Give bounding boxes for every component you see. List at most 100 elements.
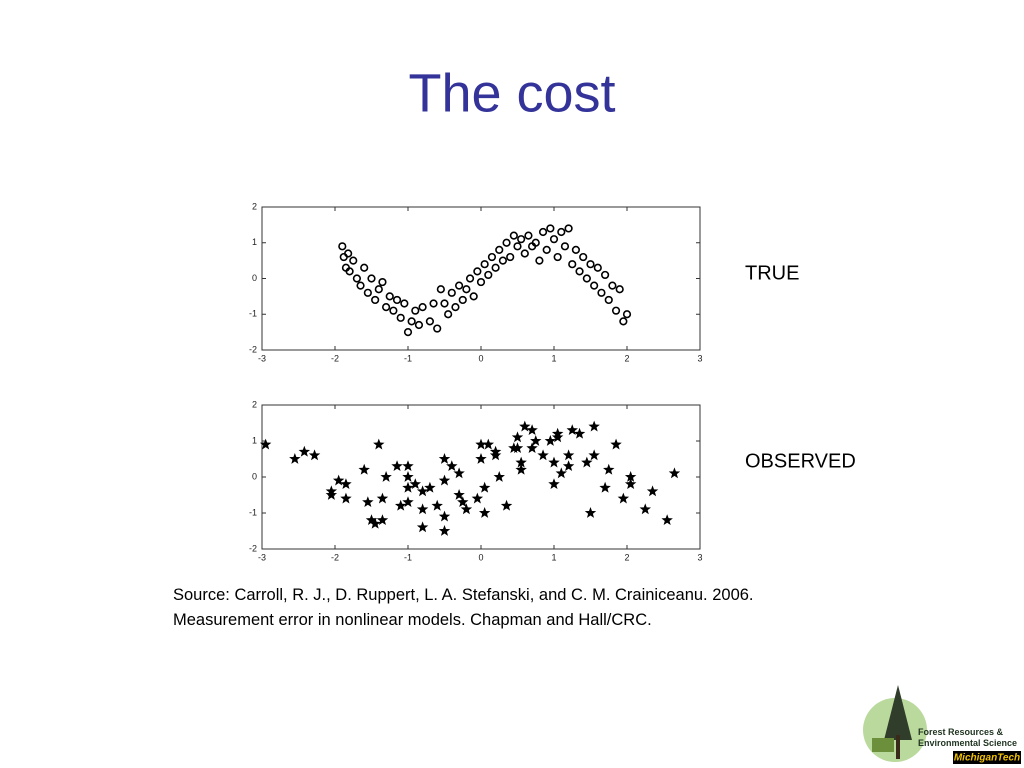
point [411,306,420,315]
point [402,471,414,482]
point [624,478,637,490]
point [407,317,416,326]
point [402,496,414,508]
point [537,449,549,461]
point [376,492,389,504]
point [438,453,451,464]
point [431,499,443,511]
point [358,463,370,475]
point [469,292,478,301]
point [414,320,424,330]
point [520,249,529,258]
point [484,270,493,280]
point [380,471,392,482]
point [367,274,376,283]
point [593,263,602,272]
point [418,303,427,312]
point [480,260,489,269]
x-tick-label: 2 [624,353,629,363]
y-tick-label: 2 [252,201,257,211]
point [424,481,436,493]
point [575,267,584,276]
point [478,481,491,493]
point [429,299,438,308]
x-tick-label: -3 [258,353,266,363]
point [600,270,610,280]
point [582,274,591,283]
point [440,299,449,308]
series-label: OBSERVED [745,450,856,472]
point [394,499,407,511]
point [557,227,566,237]
point [438,510,451,522]
point [581,456,593,468]
point [400,299,409,308]
point [538,227,548,237]
point [433,324,442,333]
point [389,306,398,315]
y-tick-label: -2 [249,344,257,354]
logo-tree [884,685,912,740]
point [371,295,380,305]
y-tick-label: 1 [252,435,257,445]
point [502,238,511,247]
point [530,435,542,446]
point [564,224,573,233]
logo-text: MichiganTech [954,753,1020,764]
point [376,514,389,526]
point [668,467,681,479]
point [568,260,577,269]
point [646,485,659,497]
x-tick-label: 3 [697,353,702,363]
point [460,503,473,515]
point [338,242,347,251]
point [360,263,369,272]
point [546,224,555,233]
point [513,242,522,251]
point [611,306,621,315]
point [308,449,321,461]
x-tick-label: 1 [551,353,556,363]
point [542,245,551,254]
y-tick-label: -2 [249,543,257,553]
series-label: TRUE [745,262,799,284]
point [453,467,465,479]
point [603,463,615,475]
logo-building [872,738,894,752]
point [339,252,348,262]
point [409,478,422,490]
point [465,274,475,283]
point [391,460,403,472]
point [340,492,352,504]
y-tick-label: -1 [249,309,257,319]
point [526,424,538,436]
point [588,449,600,461]
point [493,471,505,482]
point [661,514,673,526]
point [526,442,538,454]
point [349,256,358,265]
point [584,507,597,518]
source-line: Measurement error in nonlinear models. C… [173,611,652,629]
y-tick-label: -1 [249,507,257,517]
point [416,521,429,533]
point [385,292,394,301]
point [515,456,527,468]
logo-band [953,751,1021,764]
point [604,295,613,305]
point [506,252,515,262]
point [487,252,497,262]
point [396,313,405,322]
point [374,285,383,294]
point [549,235,559,244]
x-tick-label: 1 [551,552,556,562]
point [458,295,467,305]
logo-text: Environmental Science [918,738,1017,748]
point [340,478,352,490]
point [597,288,606,297]
point [535,256,544,265]
point [451,303,460,312]
point [498,256,508,265]
point [599,481,611,493]
